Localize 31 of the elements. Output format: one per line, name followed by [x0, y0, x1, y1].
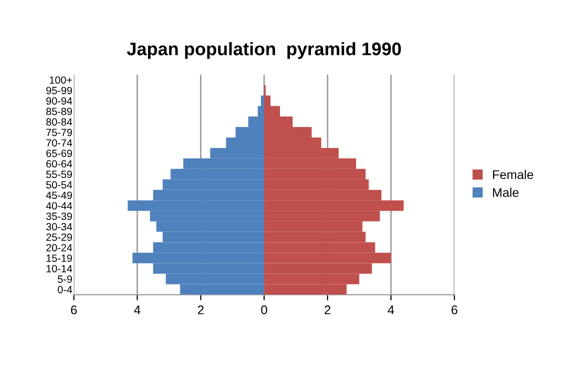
y-tick-label: 50-54 [46, 181, 72, 189]
y-tick-label: 5-9 [58, 275, 72, 283]
y-tick-label: 75-79 [46, 128, 72, 136]
x-tick-label: 2 [324, 305, 330, 314]
x-tick-label: 4 [388, 306, 394, 314]
y-tick-label: 40-44 [46, 202, 72, 210]
x-tick-label: 4 [134, 306, 140, 314]
x-tick-label: 6 [452, 305, 458, 314]
legend-label: Male [493, 188, 519, 197]
y-tick-label: 30-34 [46, 223, 72, 230]
x-tick-label: 6 [71, 305, 77, 314]
y-tick-label: 95-99 [46, 86, 72, 94]
y-tick-label: 65-69 [46, 150, 72, 158]
y-tick-label: 45-49 [46, 192, 72, 199]
y-tick-label: 85-89 [46, 108, 72, 116]
y-tick-label: 80-84 [46, 118, 72, 126]
y-tick-label: 0-4 [58, 286, 72, 294]
legend-label: Female [493, 170, 534, 180]
x-tick-label: 2 [198, 305, 204, 314]
y-tick-label: 35-39 [46, 212, 72, 220]
chart-title: Japan population pyramid 1990 [126, 42, 401, 59]
y-tick-label: 25-29 [46, 234, 72, 241]
y-tick-label: 100+ [50, 76, 72, 84]
y-tick-label: 90-94 [46, 97, 72, 105]
y-tick-label: 60-64 [46, 160, 72, 168]
x-tick-label: 0 [261, 305, 268, 314]
y-tick-label: 55-59 [46, 170, 72, 178]
y-tick-label: 70-74 [46, 139, 72, 147]
y-tick-label: 15-19 [46, 254, 72, 262]
y-tick-label: 10-14 [46, 264, 72, 272]
y-tick-label: 20-24 [46, 244, 72, 252]
